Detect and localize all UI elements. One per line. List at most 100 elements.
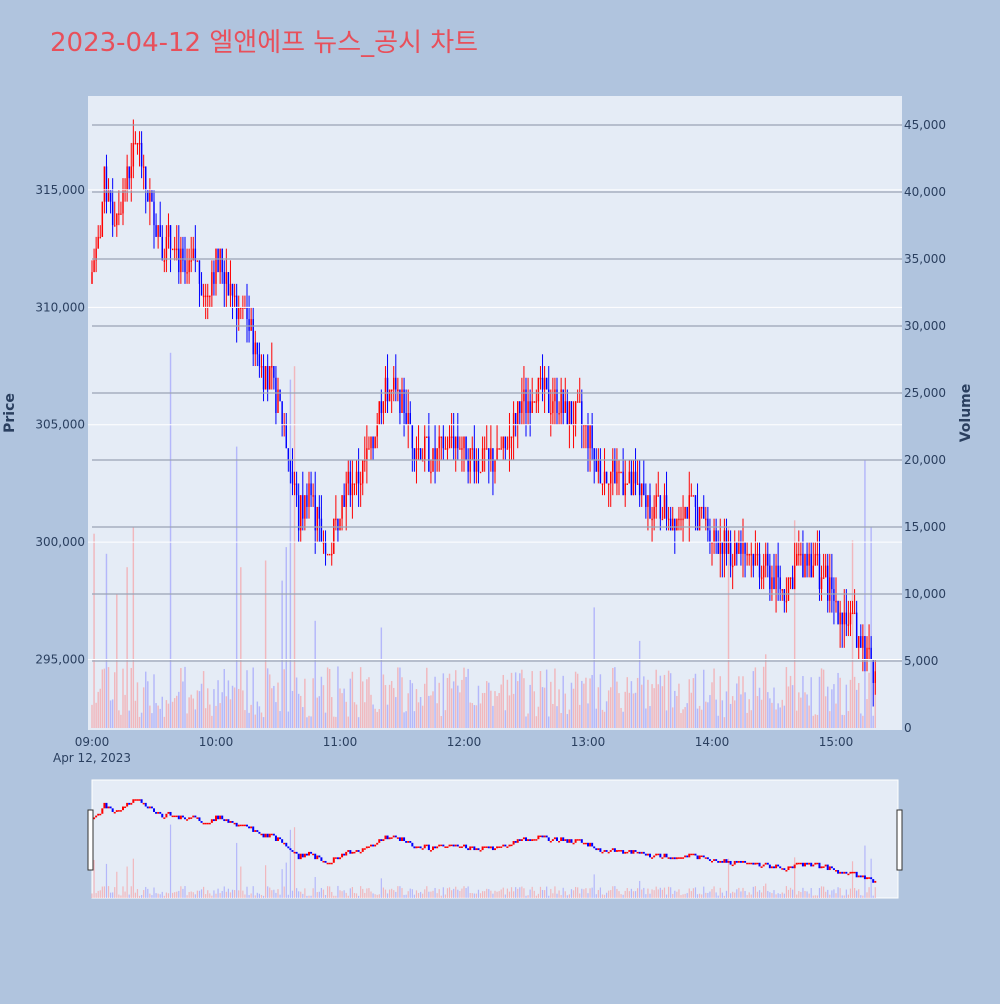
slider-candle (615, 850, 618, 852)
slider-candle (105, 802, 108, 809)
volume-bar (663, 674, 666, 728)
candle-body (579, 401, 581, 403)
slider-volume-bar (765, 883, 767, 898)
volume-bar (734, 700, 736, 728)
volume-bar (800, 697, 802, 728)
slider-volume-bar (180, 886, 182, 898)
volume-bar (593, 607, 595, 728)
candle-body (153, 201, 155, 226)
slider-volume-bar (205, 894, 207, 898)
slider-volume-bar (694, 887, 697, 898)
slider-candle (252, 826, 255, 832)
volume-bar (620, 707, 622, 728)
slider-right-handle[interactable] (896, 809, 903, 871)
volume-bar (866, 699, 868, 728)
slider-volume-bar (116, 871, 118, 898)
candle-body (130, 166, 132, 179)
volume-bar (233, 687, 236, 728)
slider-volume-bar (304, 888, 306, 898)
candle-body (576, 401, 579, 403)
slider-volume-bar (719, 887, 721, 898)
slider-volume-bar (730, 893, 732, 898)
slider-candle (217, 815, 220, 820)
slider-candle (126, 802, 129, 807)
slider-candle (334, 857, 337, 859)
slider-candle (150, 806, 153, 809)
candle-body (626, 483, 628, 485)
slider-volume-bar (277, 889, 279, 898)
candle-body (535, 401, 538, 403)
candle-body (562, 389, 564, 413)
slider-volume-bar (411, 889, 413, 898)
slider-candle (396, 837, 399, 839)
volume-bar (297, 693, 300, 728)
slider-candle (93, 817, 96, 820)
volume-bar (554, 668, 556, 728)
slider-volume-bar (198, 890, 201, 898)
slider-volume-bar (225, 891, 227, 898)
candle-body (618, 471, 620, 474)
candle-body (275, 377, 277, 413)
volume-bar (758, 687, 761, 728)
candle-body (341, 495, 343, 519)
slider-candle (225, 819, 228, 822)
slider-volume-bar (810, 888, 812, 898)
slider-volume-bar (748, 892, 750, 898)
candle-body (736, 542, 738, 554)
volume-bar (490, 690, 492, 728)
candle-body (700, 506, 703, 509)
slider-candle (568, 839, 571, 843)
volume-bar (696, 708, 699, 728)
candle-body (200, 283, 203, 296)
x-tick-label: 10:00 (199, 735, 234, 749)
candle-body (434, 448, 436, 460)
slider-volume-bar (337, 885, 339, 898)
volume-bar (163, 716, 166, 728)
slider-candle (264, 833, 267, 838)
volume-bar (120, 714, 122, 728)
slider-volume-bar (746, 895, 748, 898)
candle-body (818, 553, 821, 590)
candle-body (289, 459, 292, 472)
volume-bar (626, 677, 628, 728)
slider-left-handle[interactable] (87, 809, 94, 871)
slider-candle (167, 811, 170, 814)
main-plot[interactable] (88, 96, 902, 730)
slider-volume-bar (395, 891, 397, 898)
slider-candle (677, 857, 680, 859)
slider-volume-bar (560, 895, 562, 898)
slider-candle (618, 850, 620, 852)
slider-volume-bar (742, 887, 744, 898)
slider-volume-bar (114, 887, 116, 898)
slider-volume-bar (182, 888, 184, 898)
slider-candle (233, 822, 236, 825)
slider-candle (508, 844, 511, 847)
volume-bar (680, 713, 682, 728)
candle-body (703, 506, 705, 519)
slider-candle (215, 815, 217, 822)
volume-bar (603, 711, 606, 728)
slider-candle (874, 880, 877, 883)
volume-bar (405, 711, 407, 728)
slider-volume-bar (343, 890, 345, 898)
volume-bar (506, 679, 509, 728)
slider-candle (330, 862, 333, 865)
candle-body (459, 448, 461, 450)
x-date-label: Apr 12, 2023 (53, 751, 131, 765)
range-slider[interactable] (87, 779, 903, 899)
candle-body (773, 577, 775, 590)
slider-candle (277, 837, 279, 841)
slider-candle (113, 811, 116, 814)
volume-bar (438, 682, 440, 728)
slider-volume-bar (306, 895, 308, 898)
volume-bar (698, 705, 701, 728)
volume-bar (366, 679, 368, 728)
slider-candle (626, 851, 629, 854)
candle-body (198, 260, 201, 284)
slider-candle (725, 859, 728, 863)
slider-candle (502, 844, 505, 847)
slider-volume-bar (219, 893, 221, 898)
volume-bar (523, 678, 525, 728)
volume-bar (128, 710, 130, 728)
candle-body (126, 166, 128, 190)
